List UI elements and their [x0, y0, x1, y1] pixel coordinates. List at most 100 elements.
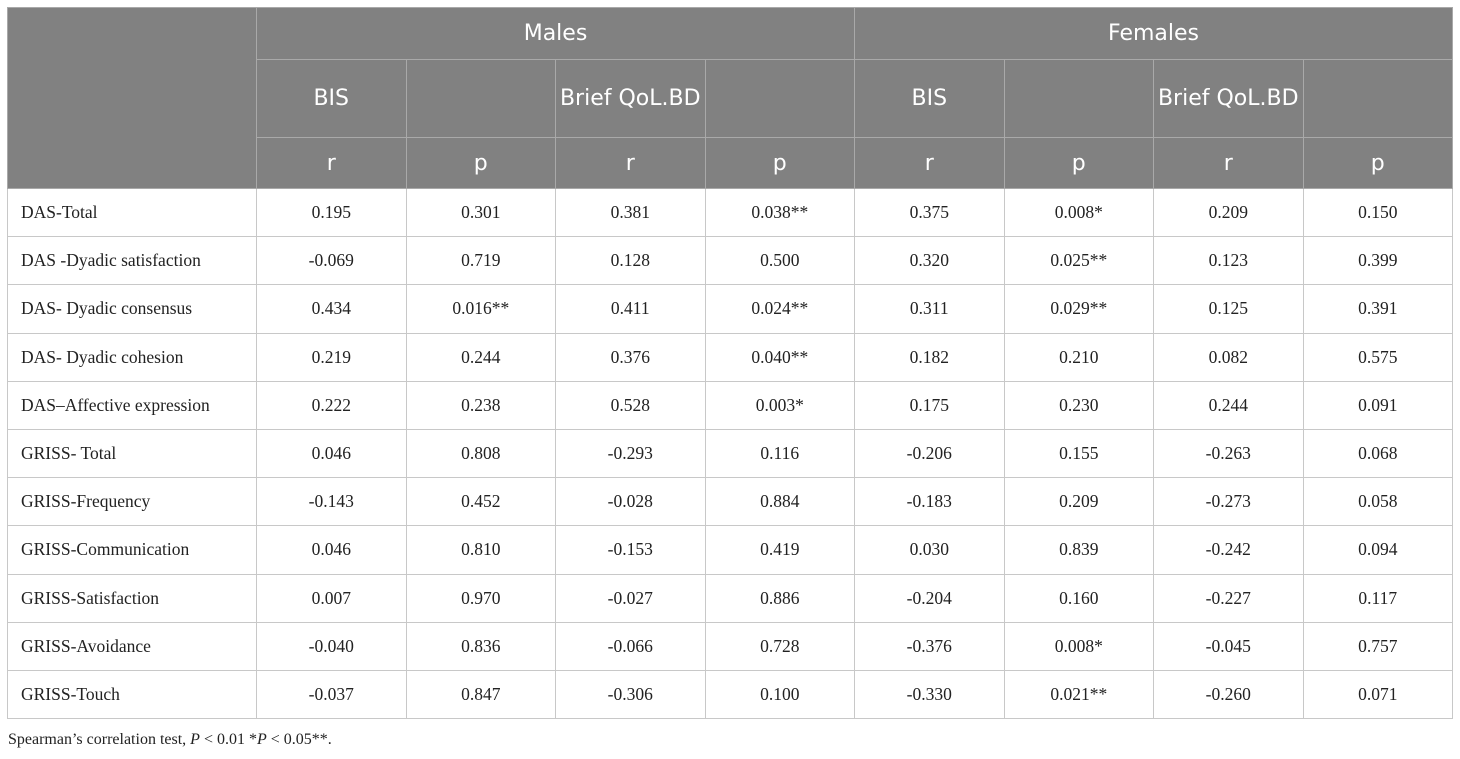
table-cell: 0.040**	[704, 332, 856, 382]
table-cell: 0.058	[1302, 477, 1454, 527]
table-cell: 0.125	[1153, 284, 1304, 334]
table-row: DAS- Dyadic consensus 0.434 0.016** 0.411 0.…	[7, 284, 1454, 334]
table-cell: 0.320	[854, 236, 1005, 286]
stat-header: p	[405, 137, 556, 189]
table-cell: 0.500	[704, 236, 856, 286]
table-cell: 0.399	[1302, 236, 1454, 286]
table-cell: -0.028	[555, 477, 706, 527]
table-cell: 0.116	[704, 428, 856, 479]
footnote-threshold-2: < 0.05**.	[266, 731, 332, 748]
table-cell: 0.182	[854, 332, 1005, 382]
table-cell: -0.206	[854, 428, 1005, 479]
row-label: GRISS- Total	[7, 428, 257, 479]
table-cell: 0.024**	[704, 284, 856, 334]
table-cell: 0.728	[704, 621, 856, 671]
table-cell: 0.117	[1302, 573, 1454, 623]
row-label: DAS–Affective expression	[7, 380, 257, 430]
row-label: GRISS-Frequency	[7, 477, 257, 527]
table-cell: 0.046	[256, 428, 407, 479]
stat-header: r	[854, 137, 1005, 189]
table-cell: 0.808	[405, 428, 556, 479]
table-cell: -0.040	[256, 621, 407, 671]
measure-header: Brief QoL.BD	[1153, 59, 1304, 138]
row-label: DAS- Dyadic consensus	[7, 284, 257, 334]
table-cell: 0.375	[854, 187, 1005, 238]
table-cell: 0.046	[256, 525, 407, 575]
table-cell: 0.301	[405, 187, 556, 238]
table-cell: 0.311	[854, 284, 1005, 334]
table-row: GRISS-Touch -0.037 0.847 -0.306 0.100 -0.330 0…	[7, 669, 1454, 720]
table-cell: 0.123	[1153, 236, 1304, 286]
table-cell: 0.160	[1003, 573, 1155, 623]
group-header-males: Males	[255, 7, 856, 60]
stat-header: p	[1302, 137, 1454, 189]
table-cell: 0.209	[1003, 477, 1155, 527]
table-cell: -0.045	[1153, 621, 1304, 671]
table-cell: 0.376	[555, 332, 706, 382]
table-cell: 0.071	[1302, 669, 1454, 720]
table-cell: 0.082	[1153, 332, 1304, 382]
table-row: GRISS-Satisfaction 0.007 0.970 -0.027 0.886-…	[7, 573, 1454, 623]
table-cell: -0.153	[555, 525, 706, 575]
table-cell: -0.037	[256, 669, 407, 720]
table-cell: 0.452	[405, 477, 556, 527]
footnote-prefix: Spearman’s correlation test,	[8, 731, 191, 748]
table-cell: -0.263	[1153, 428, 1304, 479]
table-cell: 0.021**	[1003, 669, 1155, 720]
stat-header: p	[1003, 137, 1155, 189]
table-row: GRISS-Communication 0.046 0.810 -0.153 0.419…	[7, 525, 1454, 575]
table-cell: 0.091	[1302, 380, 1454, 430]
table-cell: 0.209	[1153, 187, 1304, 238]
table-cell: -0.306	[555, 669, 706, 720]
table-cell: -0.293	[555, 428, 706, 479]
table-cell: 0.029**	[1003, 284, 1155, 334]
measure-header	[405, 59, 556, 138]
group-header-females: Females	[854, 7, 1454, 60]
table-cell: 0.970	[405, 573, 556, 623]
table-cell: 0.757	[1302, 621, 1454, 671]
table-cell: 0.528	[555, 380, 706, 430]
table-cell: 0.836	[405, 621, 556, 671]
table-header: Males Females BIS Brief QoL.BD BIS Brief…	[7, 7, 1454, 189]
table-cell: 0.128	[555, 236, 706, 286]
table-cell: 0.244	[1153, 380, 1304, 430]
table-cell: 0.016**	[405, 284, 556, 334]
table-cell: 0.094	[1302, 525, 1454, 575]
table-cell: 0.219	[256, 332, 407, 382]
table-cell: -0.330	[854, 669, 1005, 720]
table-row: GRISS-Avoidance -0.040 0.836 -0.066 0.728 -0.…	[7, 621, 1454, 671]
footnote-p-symbol: P	[190, 731, 200, 748]
table-cell: -0.066	[555, 621, 706, 671]
table-cell: 0.419	[704, 525, 856, 575]
measure-header: BIS	[854, 59, 1005, 138]
table-row: DAS–Affective expression 0.222 0.238 0.528 0…	[7, 380, 1454, 430]
table-footnote: Spearman’s correlation test, P < 0.01 *P…	[8, 731, 332, 749]
table-cell: 0.175	[854, 380, 1005, 430]
table-cell: 0.150	[1302, 187, 1454, 238]
table-row: DAS-Total 0.195 0.301 0.381 0.038** 0.375 0.00…	[7, 187, 1454, 238]
table-cell: 0.886	[704, 573, 856, 623]
table-cell: 0.575	[1302, 332, 1454, 382]
table-row: GRISS- Total 0.046 0.808 -0.293 0.116 -0.206 0…	[7, 428, 1454, 479]
row-label: DAS-Total	[7, 187, 257, 238]
table-cell: 0.030	[854, 525, 1005, 575]
table-cell: 0.008*	[1003, 187, 1155, 238]
row-label: DAS -Dyadic satisfaction	[7, 236, 257, 286]
table-cell: -0.183	[854, 477, 1005, 527]
table-row: DAS- Dyadic cohesion 0.219 0.244 0.376 0.040…	[7, 332, 1454, 382]
table-cell: 0.038**	[704, 187, 856, 238]
measure-header	[1302, 59, 1454, 138]
row-label: GRISS-Satisfaction	[7, 573, 257, 623]
table-cell: 0.003*	[704, 380, 856, 430]
table-cell: 0.155	[1003, 428, 1155, 479]
footnote-p-symbol: P	[256, 731, 267, 748]
table-cell: -0.227	[1153, 573, 1304, 623]
table-cell: 0.381	[555, 187, 706, 238]
footnote-threshold-1: < 0.01 *	[199, 731, 257, 748]
table-cell: 0.100	[704, 669, 856, 720]
table-cell: 0.434	[256, 284, 407, 334]
table-cell: -0.143	[256, 477, 407, 527]
measure-header	[704, 59, 856, 138]
table-cell: 0.391	[1302, 284, 1454, 334]
stat-header: r	[555, 137, 706, 189]
